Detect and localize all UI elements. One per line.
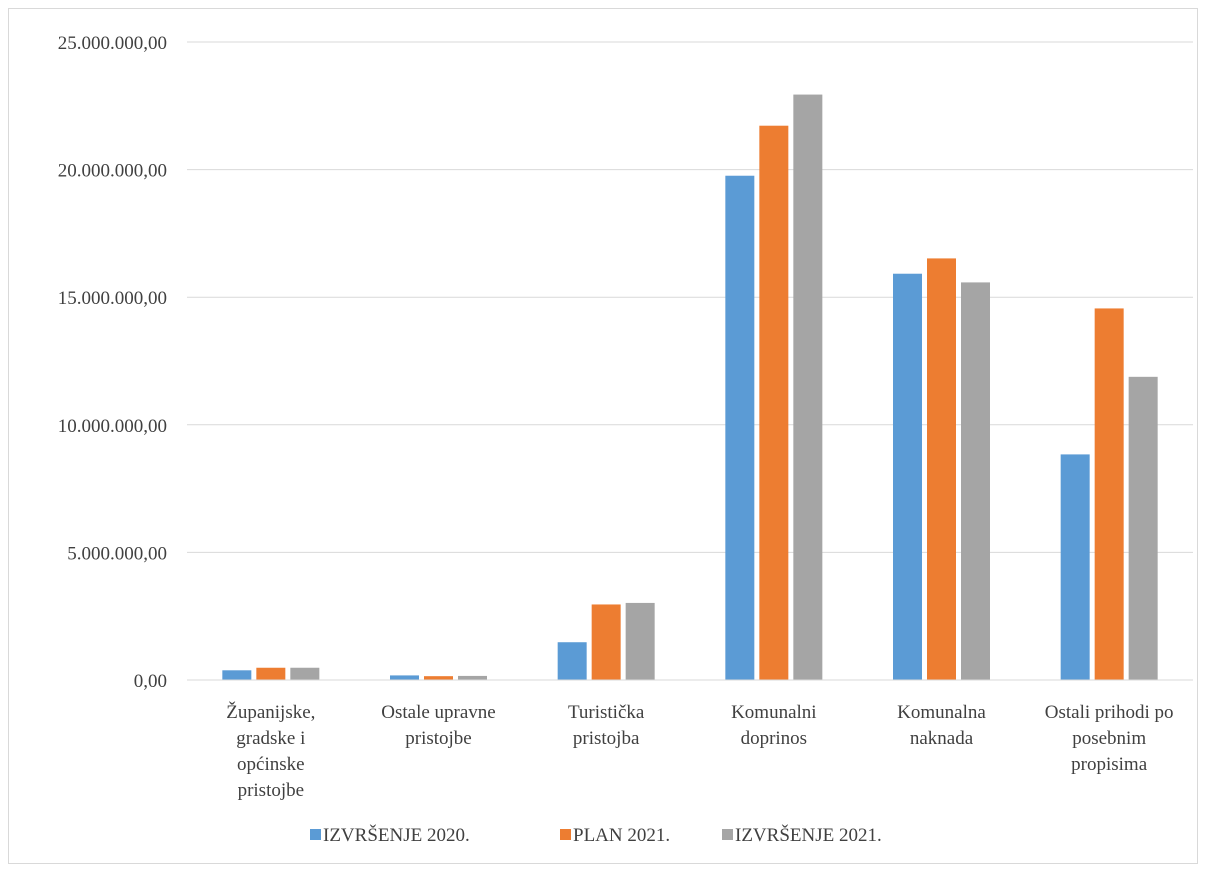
bar bbox=[1094, 308, 1124, 680]
x-category-label: pristojbe bbox=[405, 728, 472, 749]
bar bbox=[458, 675, 487, 680]
x-category-label: pristojbe bbox=[238, 780, 305, 801]
legend-swatch bbox=[722, 829, 733, 840]
legend-label: IZVRŠENJE 2021. bbox=[735, 824, 882, 846]
x-category-label: posebnim bbox=[1072, 728, 1146, 749]
bar bbox=[591, 604, 621, 680]
bar bbox=[390, 675, 419, 680]
category-labels: Županijske, gradske i općinske pristojbe Ost… bbox=[226, 701, 1173, 801]
y-tick-label: 25.000.000,00 bbox=[58, 33, 167, 54]
chart-frame bbox=[8, 8, 1198, 864]
y-tick-label: 0,00 bbox=[134, 671, 167, 692]
x-category-label: naknada bbox=[910, 728, 974, 749]
legend-swatch bbox=[310, 829, 321, 840]
y-tick-label: 10.000.000,00 bbox=[58, 416, 167, 437]
bar bbox=[961, 282, 990, 680]
x-category-label: Ostali prihodi po bbox=[1045, 702, 1174, 723]
x-category-label: propisima bbox=[1071, 754, 1148, 775]
bar bbox=[725, 175, 755, 680]
bars bbox=[222, 94, 1158, 681]
bar bbox=[424, 676, 453, 680]
bar bbox=[1060, 454, 1090, 680]
x-category-label: općinske bbox=[237, 754, 305, 775]
x-category-label: gradske i bbox=[236, 728, 305, 749]
legend-swatch bbox=[560, 829, 571, 840]
x-category-label: Ostale upravne bbox=[381, 702, 495, 723]
x-category-label: Komunalni bbox=[731, 702, 817, 723]
x-category-label: doprinos bbox=[741, 728, 808, 749]
x-category-label: pristojba bbox=[573, 728, 640, 749]
legend-label: IZVRŠENJE 2020. bbox=[323, 824, 470, 846]
bar bbox=[256, 667, 286, 680]
legend: IZVRŠENJE 2020. PLAN 2021. IZVRŠENJE 2021. bbox=[310, 824, 882, 846]
y-tick-label: 15.000.000,00 bbox=[58, 288, 167, 309]
bar bbox=[625, 602, 655, 680]
y-tick-label: 20.000.000,00 bbox=[58, 161, 167, 182]
bar bbox=[793, 94, 823, 681]
y-tick-label: 5.000.000,00 bbox=[67, 543, 167, 564]
bar bbox=[290, 667, 320, 680]
y-axis-ticks: 0,00 5.000.000,00 10.000.000,00 15.000.000,… bbox=[58, 33, 167, 692]
x-category-label: Županijske, bbox=[226, 701, 315, 723]
bar bbox=[927, 258, 956, 680]
x-category-label: Komunalna bbox=[897, 702, 986, 723]
bar bbox=[557, 642, 587, 680]
bar bbox=[222, 670, 252, 680]
x-category-label: Turistička bbox=[568, 702, 645, 723]
bar bbox=[759, 125, 789, 681]
bar bbox=[893, 273, 922, 680]
legend-label: PLAN 2021. bbox=[573, 825, 670, 846]
grid-lines bbox=[187, 41, 1193, 553]
bar bbox=[1128, 376, 1158, 680]
